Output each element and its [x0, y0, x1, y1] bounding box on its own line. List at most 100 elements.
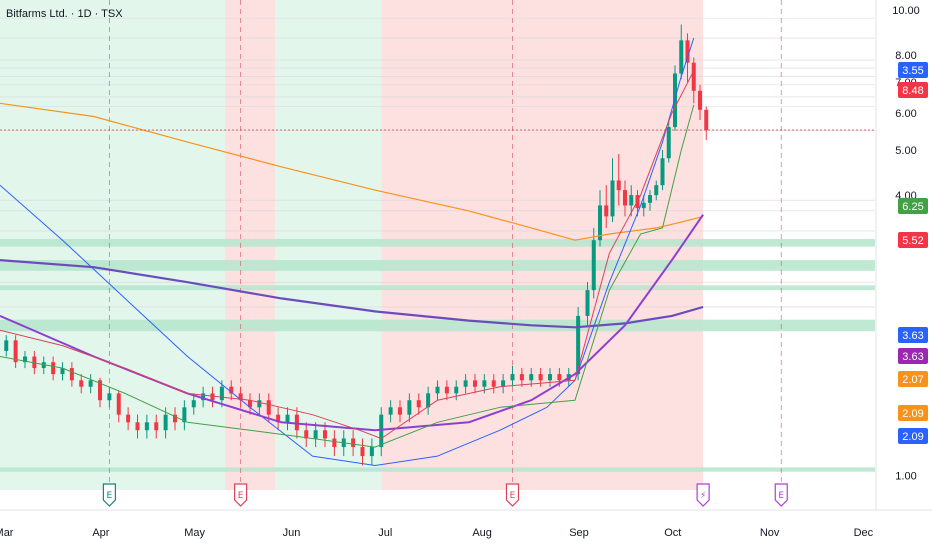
candle-body [591, 240, 596, 291]
candle-body [598, 205, 602, 241]
candle-body [285, 414, 290, 423]
candle-body [482, 380, 487, 387]
earnings-marker[interactable]: E [505, 483, 520, 507]
x-tick-label: Jun [283, 527, 301, 539]
candle-body [191, 400, 196, 408]
candle-body [182, 407, 187, 423]
earnings-marker[interactable]: E [102, 483, 116, 507]
candle-body [294, 414, 299, 431]
candle-body [266, 400, 271, 415]
x-tick-label: Sep [569, 527, 589, 539]
earnings-marker[interactable]: E [774, 483, 788, 507]
x-tick-label: May [184, 527, 205, 539]
support-zone [0, 319, 875, 332]
support-zone [0, 260, 875, 271]
candle-body [51, 362, 56, 375]
svg-text:E: E [778, 491, 784, 501]
x-tick-label: Jul [378, 527, 392, 539]
candle-body [660, 158, 665, 186]
y-tick-label: 10.00 [892, 5, 920, 17]
candle-body [313, 430, 318, 439]
candle-body [529, 374, 534, 381]
candle-body [360, 447, 365, 457]
candle-body [491, 380, 496, 387]
x-tick-label: Nov [760, 527, 780, 539]
indicator-line [0, 104, 695, 448]
earnings-marker[interactable]: ⚡ [696, 483, 710, 507]
candle-body [369, 447, 374, 457]
candle-body [641, 202, 646, 209]
candle-body [398, 407, 402, 415]
y-tick-label: 1.00 [895, 470, 916, 482]
candle-body [351, 438, 356, 448]
candle-body [679, 40, 684, 74]
price-badge-label: 2.09 [902, 431, 923, 443]
indicator-line [0, 259, 704, 329]
candle-body [610, 180, 615, 217]
candle-body [463, 380, 468, 387]
indicator-line [0, 102, 704, 241]
candle-body [557, 374, 562, 381]
support-zone [0, 285, 875, 291]
price-badge [898, 428, 928, 444]
svg-text:⚡: ⚡ [700, 491, 706, 501]
support-zone [0, 467, 875, 472]
price-badge-label: 2.07 [902, 374, 923, 386]
candle-body [276, 414, 281, 423]
candle-body [501, 380, 506, 387]
support-zone [0, 238, 875, 247]
candle-body [135, 422, 140, 431]
candle-body [519, 374, 524, 381]
candle-body [238, 393, 243, 401]
candle-body [416, 400, 421, 408]
price-badge-label: 3.63 [902, 330, 923, 342]
price-badge [898, 232, 928, 248]
candle-body [435, 386, 440, 394]
x-tick-label: Dec [854, 527, 874, 539]
earnings-marker[interactable]: E [234, 483, 248, 507]
candle-body [473, 380, 477, 387]
y-tick-label: 6.00 [895, 108, 916, 120]
candle-body [4, 340, 9, 351]
price-badge-label: 6.25 [902, 201, 923, 213]
x-tick-label: Oct [664, 527, 681, 539]
price-badge [898, 62, 928, 78]
candle-body [32, 356, 37, 369]
candle-body [13, 340, 18, 363]
candle-body [163, 414, 168, 431]
candle-body [116, 393, 121, 415]
candle-body [154, 422, 159, 431]
candle-body [210, 393, 215, 401]
price-badge-label: 2.09 [902, 408, 923, 420]
svg-text:E: E [238, 491, 244, 501]
y-tick-label: 5.00 [895, 145, 916, 157]
x-tick-label: Mar [0, 527, 14, 539]
price-badge [898, 327, 928, 343]
candle-body [510, 374, 515, 381]
candle-body [332, 438, 337, 448]
candle-body [648, 195, 652, 203]
candle-body [698, 90, 702, 110]
price-badge-label: 3.63 [902, 351, 923, 363]
candle-body [576, 315, 581, 375]
candle-body [41, 362, 46, 369]
candle-body [173, 414, 177, 423]
candle-body [426, 393, 431, 408]
price-badge [898, 371, 928, 387]
candle-body [548, 374, 552, 381]
price-badge-label: 5.52 [902, 235, 923, 247]
price-badge-label: 8.48 [902, 85, 923, 97]
candle-body [79, 380, 84, 387]
candle-body [304, 430, 309, 439]
chart-title: Bitfarms Ltd. · 1D · TSX [6, 8, 123, 20]
candle-body [379, 414, 384, 448]
candle-body [144, 422, 149, 431]
candle-body [585, 290, 590, 316]
price-badge [898, 198, 928, 214]
candle-body [704, 109, 709, 130]
candle-body [248, 400, 252, 408]
candle-body [257, 400, 262, 408]
candle-body [229, 386, 234, 394]
